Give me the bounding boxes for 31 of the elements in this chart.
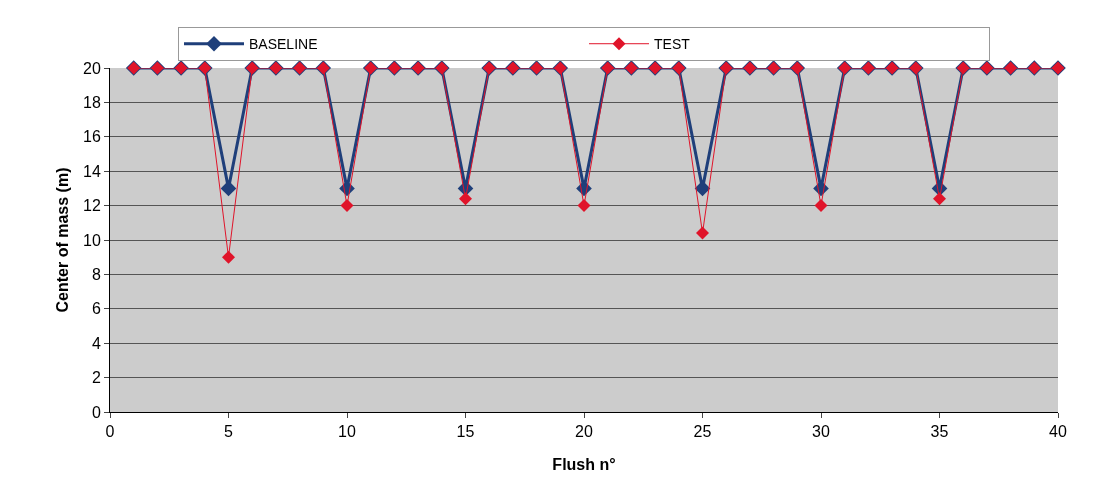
y-tick-label: 18	[83, 94, 101, 111]
y-tick-label: 2	[91, 369, 101, 387]
x-tick-label: 10	[338, 423, 356, 441]
y-tick-label: 4	[91, 334, 101, 352]
y-tick-label: 12	[83, 197, 101, 215]
x-tick-label: 0	[105, 423, 115, 441]
legend-label: TEST	[654, 36, 691, 53]
y-tick-label: 14	[83, 162, 101, 180]
y-tick-label: 6	[91, 300, 101, 318]
point	[696, 226, 709, 240]
x-tick-label: 25	[693, 423, 712, 441]
point	[933, 192, 946, 206]
y-tick-label: 10	[83, 231, 101, 249]
x-tick-label: 5	[224, 423, 234, 441]
y-tick-label: 0	[91, 403, 101, 421]
point	[814, 199, 828, 213]
point	[340, 199, 354, 213]
y-axis-title: Center of mass (m)	[54, 167, 71, 313]
y-tick-label: 8	[91, 266, 101, 283]
point	[222, 250, 235, 264]
point	[577, 199, 591, 213]
x-tick-label: 40	[1049, 423, 1067, 441]
x-tick-label: 35	[930, 423, 949, 441]
x-tick-label: 30	[812, 423, 830, 441]
legend-label: BASELINE	[249, 36, 318, 53]
x-tick-label: 15	[456, 423, 475, 441]
x-axis-title: Flush n°	[552, 456, 616, 473]
y-tick-label: 16	[83, 128, 101, 146]
x-tick-label: 20	[575, 423, 593, 441]
y-tick-label: 20	[83, 59, 101, 77]
point	[459, 192, 472, 206]
